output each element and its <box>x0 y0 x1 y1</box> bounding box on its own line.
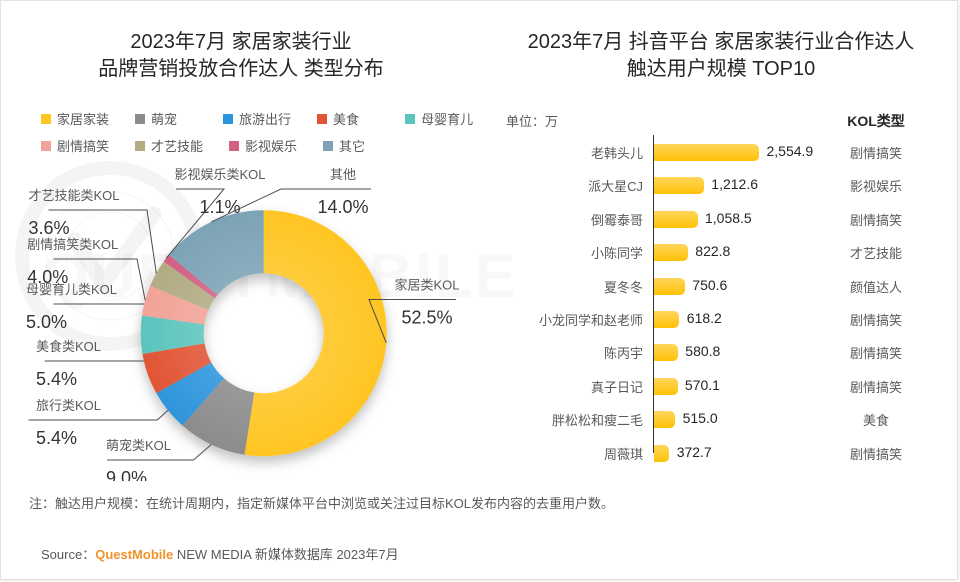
svg-text:萌宠类KOL: 萌宠类KOL <box>106 438 171 453</box>
svg-text:母婴育儿类KOL: 母婴育儿类KOL <box>26 282 117 297</box>
svg-text:5.4%: 5.4% <box>36 369 77 389</box>
svg-text:其他: 其他 <box>330 167 356 182</box>
svg-text:14.0%: 14.0% <box>317 197 368 217</box>
svg-text:美食类KOL: 美食类KOL <box>36 339 101 354</box>
svg-text:旅行类KOL: 旅行类KOL <box>36 398 101 413</box>
svg-text:家居类KOL: 家居类KOL <box>394 278 459 293</box>
svg-text:3.6%: 3.6% <box>29 218 70 238</box>
svg-text:剧情搞笑类KOL: 剧情搞笑类KOL <box>27 237 118 252</box>
svg-text:9.0%: 9.0% <box>106 468 147 481</box>
svg-text:5.4%: 5.4% <box>36 428 77 448</box>
svg-text:5.0%: 5.0% <box>26 312 67 332</box>
svg-text:才艺技能类KOL: 才艺技能类KOL <box>29 188 120 203</box>
svg-text:52.5%: 52.5% <box>401 308 452 328</box>
svg-text:1.1%: 1.1% <box>199 197 240 217</box>
svg-text:影视娱乐类KOL: 影视娱乐类KOL <box>174 167 265 182</box>
